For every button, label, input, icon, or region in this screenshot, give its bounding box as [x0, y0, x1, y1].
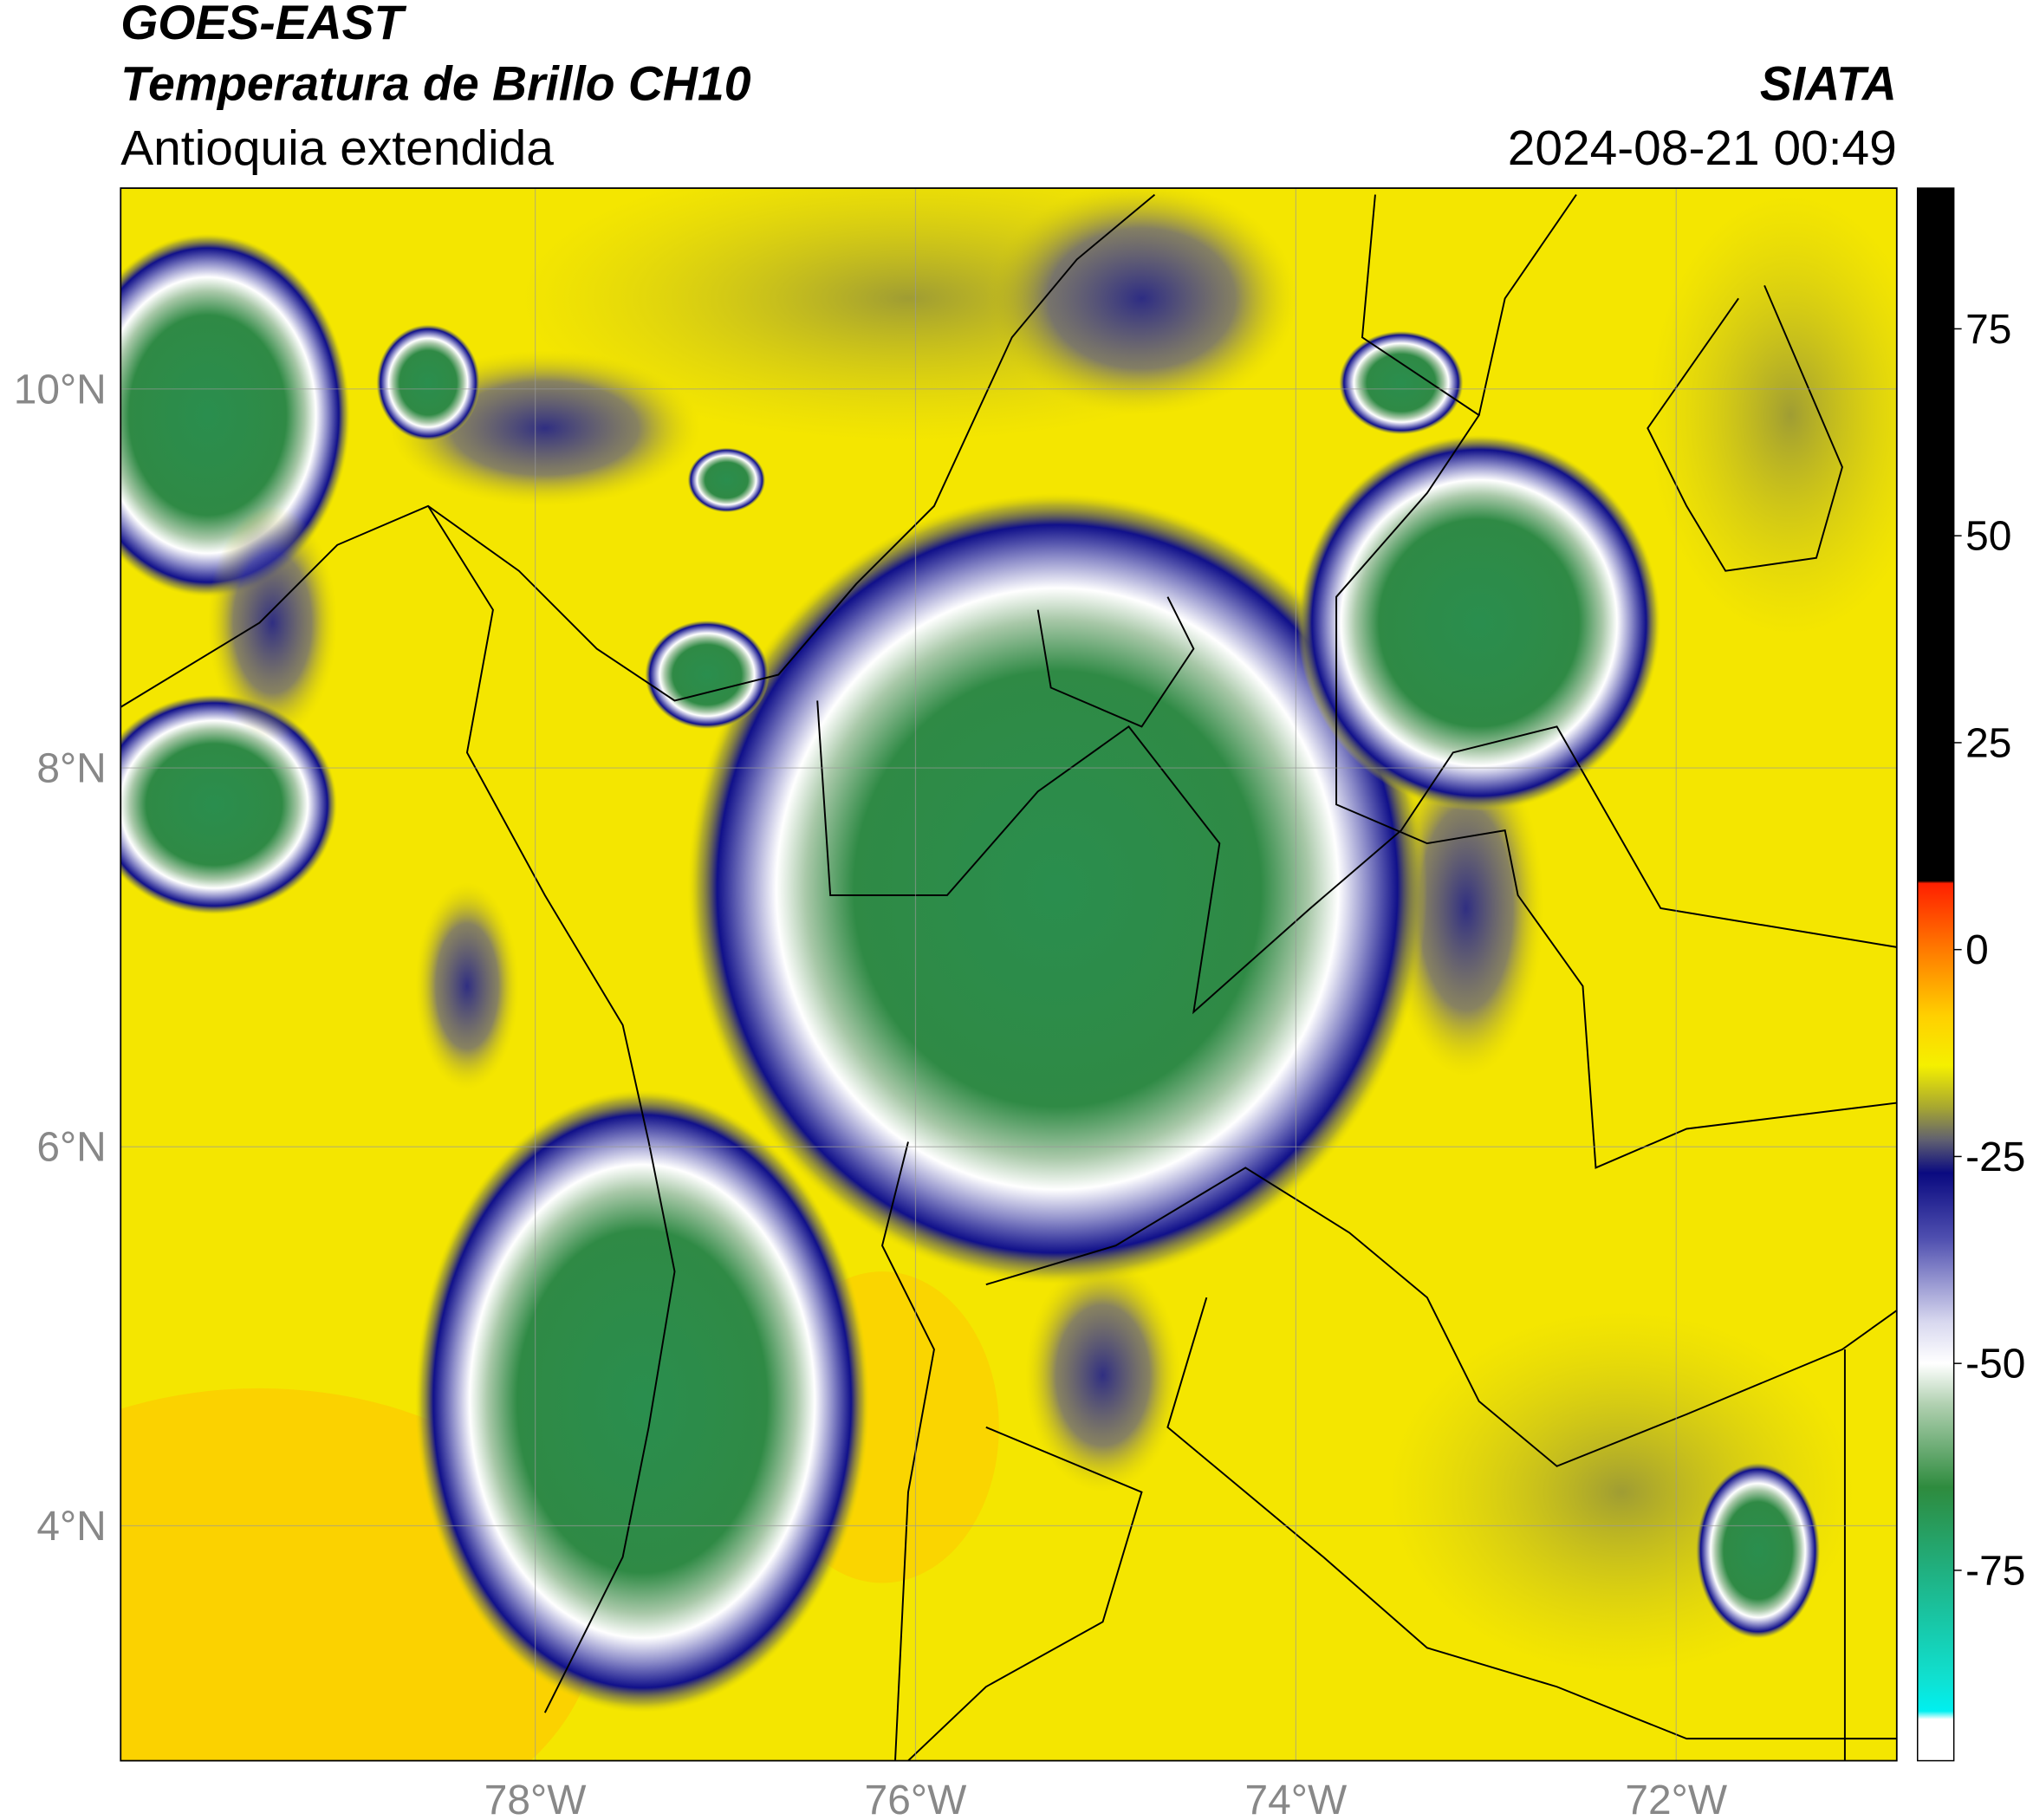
- satellite-title: GOES-EAST: [120, 0, 406, 49]
- y-tick-label: 6°N: [36, 1125, 106, 1171]
- colorbar-tick-label: -25: [1965, 1134, 2025, 1180]
- map-frame: [120, 187, 1898, 1762]
- colorbar-tick-label: -75: [1965, 1548, 2025, 1594]
- colorbar-tick-label: 50: [1965, 514, 2011, 560]
- colorbar: [1916, 187, 1955, 1762]
- colorbar-tick-label: 75: [1965, 307, 2011, 353]
- colorbar-tick-label: 25: [1965, 720, 2011, 766]
- map-image: [120, 188, 1897, 1761]
- region-subtitle: Antioquia extendida: [120, 120, 554, 176]
- x-tick-label: 76°W: [865, 1778, 967, 1820]
- x-tick-label: 74°W: [1245, 1778, 1348, 1820]
- colorbar-tick-label: 0: [1965, 927, 1989, 973]
- x-tick-label: 78°W: [484, 1778, 587, 1820]
- grid: [120, 188, 1897, 1761]
- y-tick-label: 8°N: [36, 746, 106, 792]
- datetime-label: 2024-08-21 00:49: [1508, 120, 1897, 176]
- colorbar-tick-label: -50: [1965, 1342, 2025, 1388]
- source-label: SIATA: [1760, 56, 1897, 110]
- x-tick-label: 72°W: [1625, 1778, 1727, 1820]
- y-tick-label: 4°N: [36, 1504, 106, 1550]
- y-tick-label: 10°N: [14, 367, 107, 413]
- product-title: Temperatura de Brillo CH10: [120, 56, 750, 110]
